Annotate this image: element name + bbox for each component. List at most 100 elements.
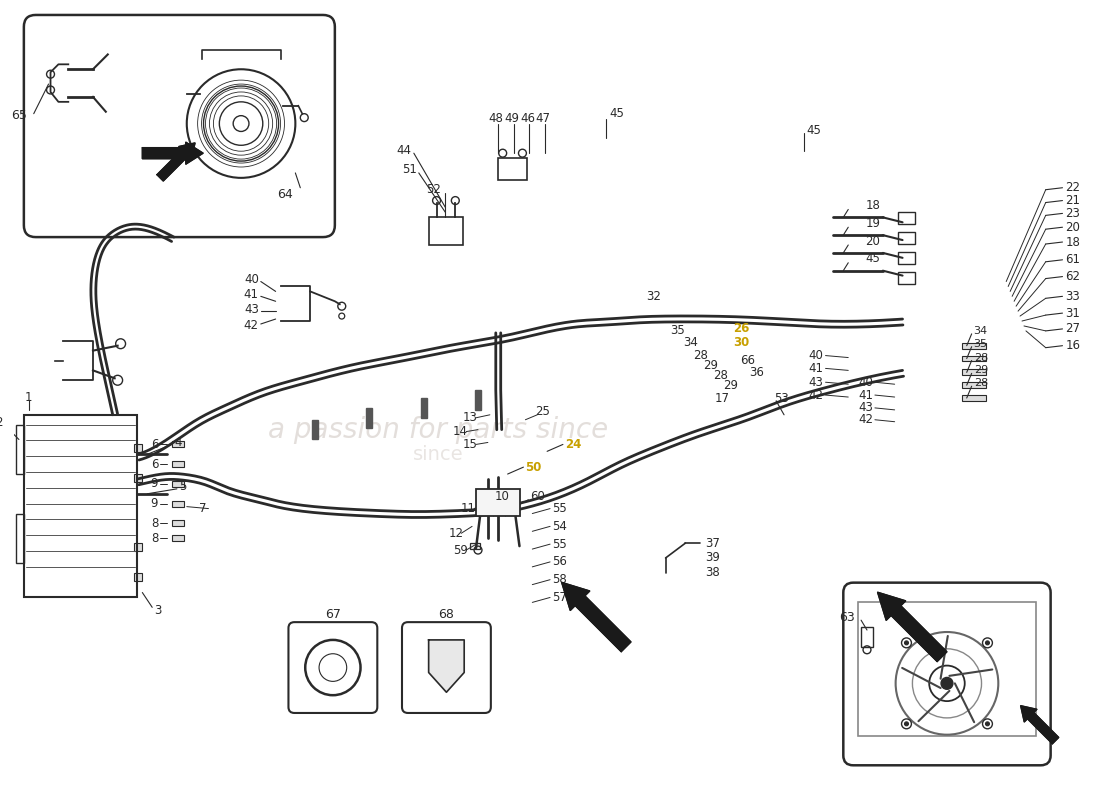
Bar — [961, 370, 987, 375]
Circle shape — [904, 722, 909, 726]
Text: 14: 14 — [453, 425, 469, 438]
Text: 35: 35 — [974, 338, 988, 349]
Text: 2: 2 — [0, 416, 2, 430]
Bar — [172, 521, 184, 526]
Bar — [134, 474, 142, 482]
Text: 18: 18 — [1066, 235, 1080, 249]
Text: 46: 46 — [520, 112, 535, 125]
Text: 40: 40 — [244, 273, 258, 286]
Bar — [134, 543, 142, 551]
Text: 34: 34 — [683, 336, 698, 350]
Text: 40: 40 — [858, 376, 873, 389]
Polygon shape — [142, 142, 204, 164]
Text: 42: 42 — [244, 319, 258, 333]
Bar — [172, 442, 184, 447]
Text: 23: 23 — [1066, 207, 1080, 220]
Circle shape — [904, 641, 909, 645]
Bar — [172, 462, 184, 467]
Text: 58: 58 — [552, 573, 567, 586]
Text: 6: 6 — [151, 458, 158, 470]
Text: 40: 40 — [808, 349, 824, 362]
Text: 39: 39 — [705, 551, 720, 565]
Text: 62: 62 — [1066, 270, 1080, 283]
Bar — [961, 342, 987, 349]
Text: 11: 11 — [461, 502, 476, 515]
Polygon shape — [157, 143, 195, 181]
Text: 9: 9 — [151, 478, 158, 490]
Text: 45: 45 — [609, 107, 624, 120]
Text: 3: 3 — [154, 604, 162, 617]
Bar — [429, 218, 463, 245]
Text: 63: 63 — [839, 610, 855, 624]
Text: 36: 36 — [749, 366, 764, 379]
Bar — [898, 232, 915, 244]
Bar — [172, 501, 184, 506]
Bar — [898, 272, 915, 283]
Text: 6: 6 — [151, 438, 158, 451]
Text: 55: 55 — [552, 538, 567, 550]
Text: 37: 37 — [705, 537, 720, 550]
Bar — [16, 514, 24, 563]
Text: 28: 28 — [974, 378, 988, 388]
Text: 33: 33 — [1066, 290, 1080, 303]
Polygon shape — [562, 582, 631, 652]
Text: 8: 8 — [151, 532, 158, 545]
Text: 47: 47 — [536, 112, 551, 125]
Text: 43: 43 — [808, 376, 824, 389]
Text: 61: 61 — [1066, 254, 1080, 266]
Text: 32: 32 — [646, 290, 661, 303]
Text: 21: 21 — [1066, 194, 1080, 207]
Bar — [961, 382, 987, 388]
Text: 54: 54 — [552, 520, 567, 533]
Bar — [498, 158, 527, 180]
Text: 56: 56 — [552, 555, 567, 569]
Text: 13: 13 — [463, 411, 478, 424]
Text: 50: 50 — [526, 461, 542, 474]
Text: 19: 19 — [866, 217, 880, 230]
Text: 10: 10 — [495, 490, 509, 503]
Text: 20: 20 — [866, 234, 880, 247]
Text: 4: 4 — [174, 436, 182, 449]
Bar — [16, 425, 24, 474]
Text: 38: 38 — [705, 566, 719, 579]
Circle shape — [986, 722, 989, 726]
Text: 44: 44 — [397, 144, 411, 157]
Bar — [858, 602, 1036, 736]
Bar — [898, 213, 915, 224]
Text: 49: 49 — [504, 112, 519, 125]
Text: 42: 42 — [858, 414, 873, 426]
Text: 24: 24 — [565, 438, 581, 451]
Text: 45: 45 — [806, 124, 822, 137]
Bar — [475, 390, 481, 410]
Text: 20: 20 — [1066, 221, 1080, 234]
Text: 18: 18 — [866, 199, 880, 212]
Text: 34: 34 — [974, 326, 988, 336]
Bar — [421, 398, 427, 418]
Bar — [24, 415, 138, 598]
Bar — [366, 408, 373, 428]
Bar — [961, 395, 987, 401]
Text: 65: 65 — [11, 109, 26, 122]
Bar — [961, 355, 987, 362]
Text: 29: 29 — [723, 378, 738, 392]
Bar — [172, 481, 184, 487]
Circle shape — [940, 678, 953, 690]
Text: 43: 43 — [858, 402, 873, 414]
Text: 68: 68 — [439, 608, 454, 621]
Text: since: since — [414, 445, 464, 464]
Text: 64: 64 — [277, 188, 294, 201]
Text: 28: 28 — [974, 353, 988, 362]
Bar — [134, 445, 142, 452]
Text: 9: 9 — [151, 497, 158, 510]
Bar — [134, 573, 142, 581]
Text: 59: 59 — [453, 543, 469, 557]
Text: 1: 1 — [25, 390, 33, 403]
Text: 26: 26 — [733, 322, 749, 335]
Text: 12: 12 — [448, 526, 463, 540]
Text: 31: 31 — [1066, 306, 1080, 320]
Text: 55: 55 — [552, 502, 567, 515]
Text: 28: 28 — [713, 369, 728, 382]
Text: 51: 51 — [402, 163, 417, 177]
Text: 28: 28 — [693, 349, 708, 362]
Text: 17: 17 — [715, 391, 730, 405]
